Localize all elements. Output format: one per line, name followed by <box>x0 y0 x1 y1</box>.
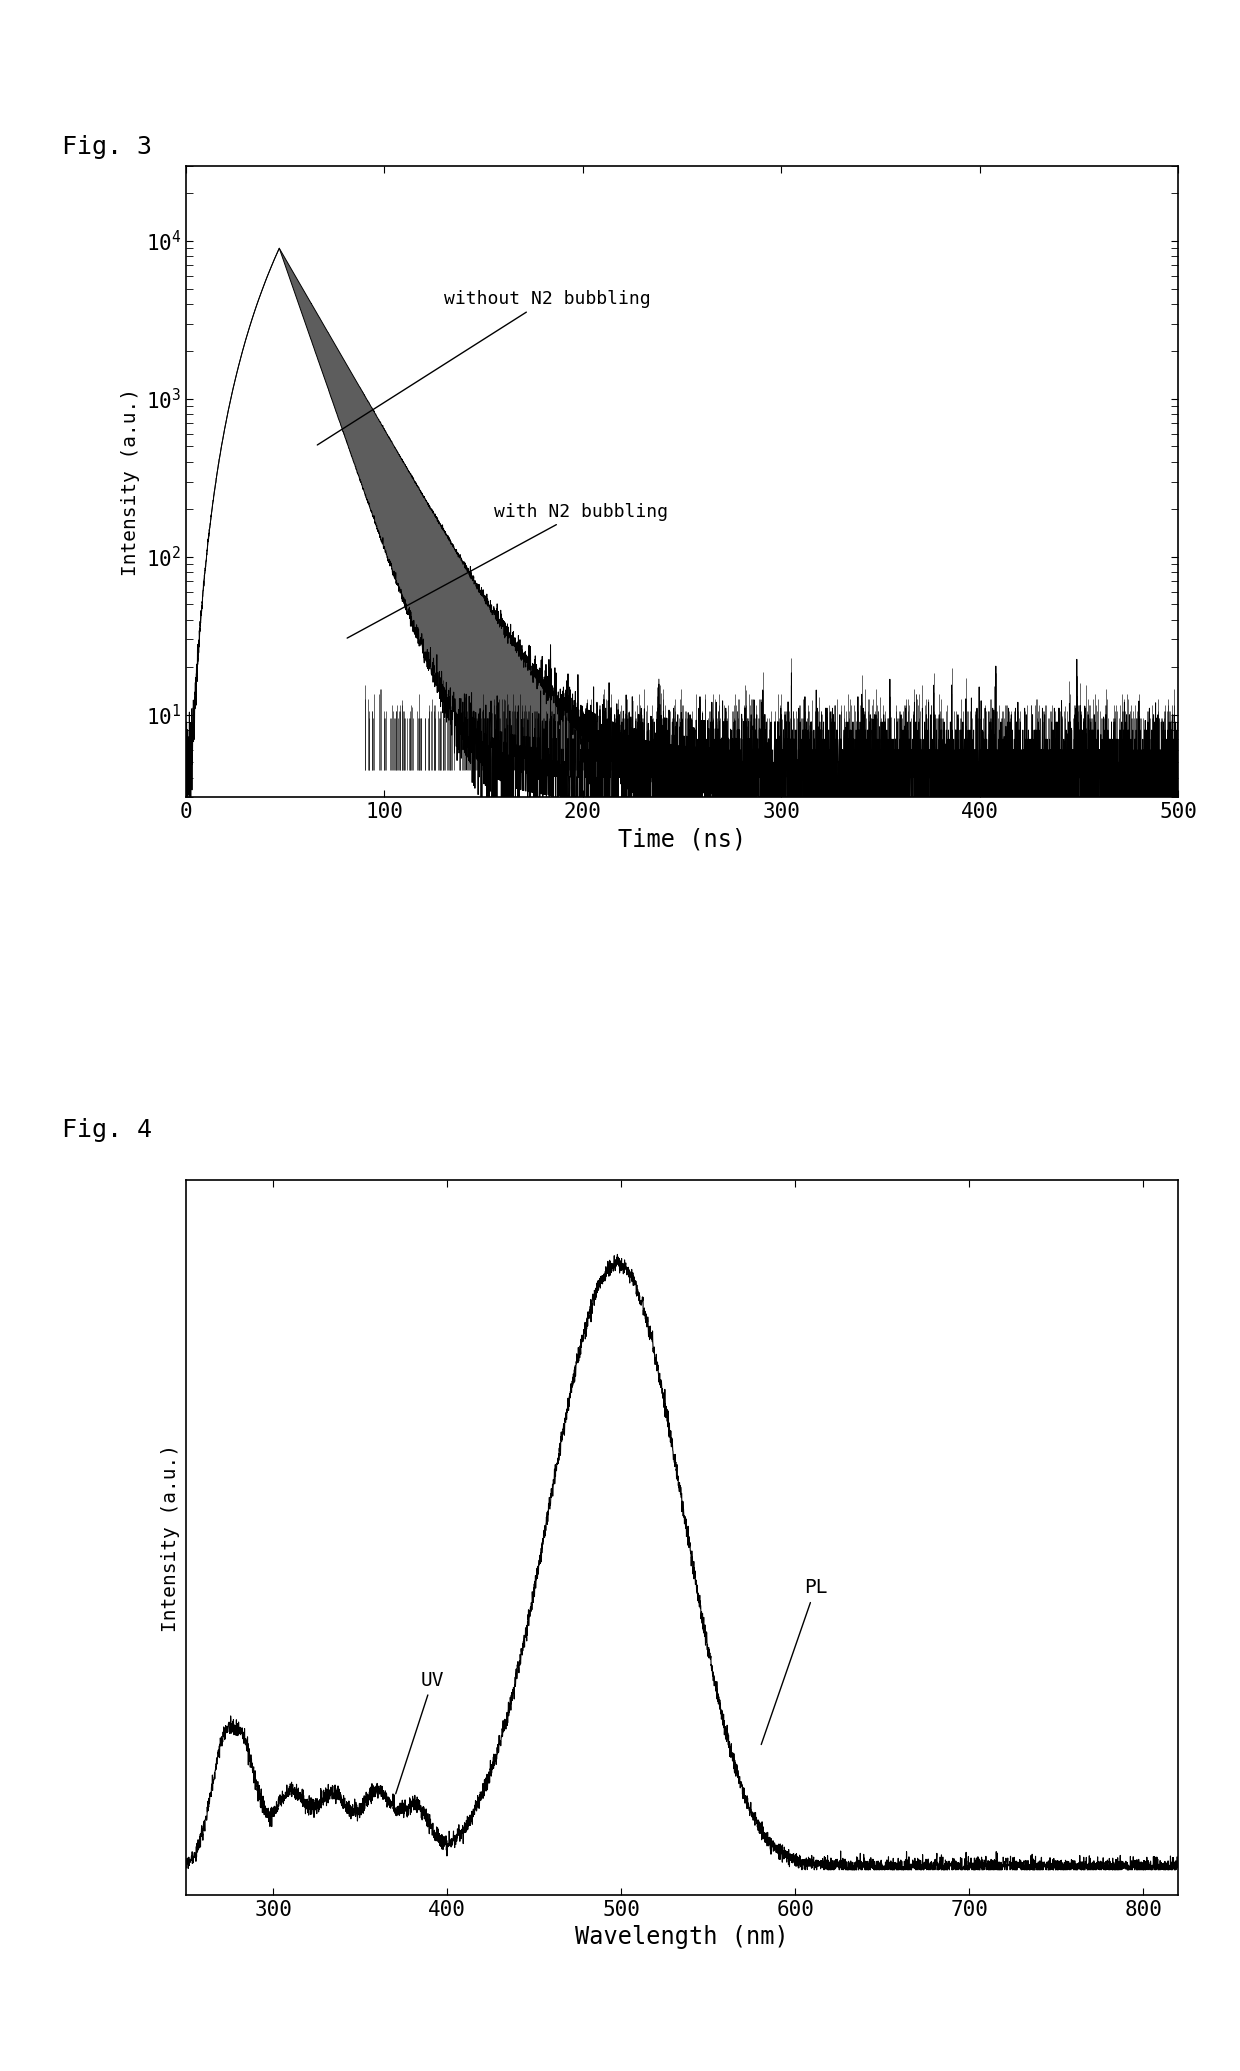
Y-axis label: Intensity (a.u.): Intensity (a.u.) <box>122 387 140 576</box>
X-axis label: Time (ns): Time (ns) <box>618 828 746 851</box>
Text: with N2 bubbling: with N2 bubbling <box>347 503 667 638</box>
Text: Fig. 3: Fig. 3 <box>62 135 153 159</box>
Text: UV: UV <box>396 1671 444 1793</box>
Text: Fig. 4: Fig. 4 <box>62 1118 153 1143</box>
Text: without N2 bubbling: without N2 bubbling <box>317 290 651 445</box>
X-axis label: Wavelength (nm): Wavelength (nm) <box>575 1926 789 1949</box>
Text: PL: PL <box>761 1578 827 1744</box>
Y-axis label: Intensity (a.u.): Intensity (a.u.) <box>161 1443 181 1632</box>
